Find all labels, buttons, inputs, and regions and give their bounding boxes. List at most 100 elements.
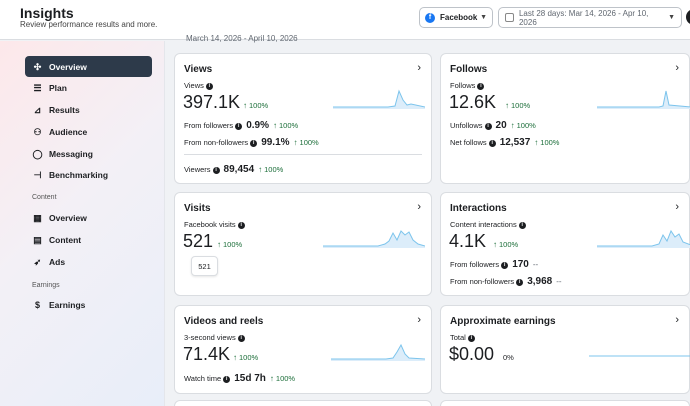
sidebar-item-results[interactable]: ⊿ Results [25,99,152,120]
metric-change: 0% [503,353,514,362]
visits-card[interactable]: Visits › Facebook visits i 521 ↑ 100% 521 [174,192,432,296]
metric-label: Total i [450,333,475,342]
sidebar-item-benchmarking[interactable]: ⊣ Benchmarking [25,164,152,185]
arrow-up-icon: ↑ [505,101,509,110]
platform-select[interactable]: f Facebook ▼ [419,7,493,28]
info-icon[interactable]: i [205,83,213,90]
card-title: Views [184,64,213,75]
info-icon[interactable]: i [516,279,524,286]
sidebar-item-content-overview[interactable]: ▦ Overview [25,207,152,228]
arrow-up-icon: ↑ [243,101,247,110]
date-range-select[interactable]: Last 28 days: Mar 14, 2026 - Apr 10, 202… [498,7,682,28]
sidebar-item-overview[interactable]: ✣ Overview [25,56,152,77]
benchmarking-icon: ⊣ [33,169,42,180]
card-title: Videos and reels [184,316,264,327]
list-icon: ☰ [33,82,42,93]
info-icon[interactable]: i [212,167,220,174]
metric-value: 521 [183,231,214,251]
metric-label: Content interactions i [450,220,526,229]
views-sparkline [333,89,425,109]
audience-icon: ⚇ [33,126,42,137]
results-icon: ⊿ [33,104,42,115]
info-icon[interactable]: i [235,123,243,130]
info-icon[interactable]: i [237,222,245,229]
info-icon[interactable]: i [237,335,245,342]
top-header: Insights Review performance results and … [0,0,690,40]
arrow-up-icon: ↑ [510,121,515,130]
info-icon[interactable]: i [488,140,496,147]
next-card[interactable] [174,400,432,406]
followers-row: From followers i 170 -- [450,259,539,270]
info-icon[interactable]: i [477,83,485,90]
unfollows-row: Unfollows i 20 ↑ 100% [450,120,536,131]
info-icon[interactable]: i [518,222,526,229]
arrow-up-icon: ↑ [269,374,274,383]
sidebar-item-content[interactable]: ▤ Content [25,229,152,250]
sidebar-item-messaging[interactable]: ◯ Messaging [25,143,152,164]
chevron-right-icon[interactable]: › [417,62,421,74]
metric-value: 4.1K [449,231,487,251]
sidebar-item-ads[interactable]: ➶ Ads [25,251,152,272]
interactions-card[interactable]: Interactions › Content interactions i 4.1… [440,192,690,296]
chevron-right-icon[interactable]: › [675,314,679,326]
sidebar-item-earnings[interactable]: $ Earnings [25,294,152,315]
card-title: Approximate earnings [450,316,556,327]
info-icon[interactable]: i [250,140,258,147]
net-follows-row: Net follows i 12,537 ↑ 100% [450,137,560,148]
nonfollowers-row: From non-followers i 99.1% ↑ 100% [184,137,319,148]
arrow-up-icon: ↑ [493,240,497,249]
date-range-caption: March 14, 2026 - April 10, 2026 [186,34,298,43]
sidebar-item-label: Earnings [49,299,86,310]
info-icon[interactable]: i [484,123,492,130]
arrow-up-icon: ↑ [258,165,263,174]
arrow-up-icon: ↑ [293,138,298,147]
metric-value: 12.6K [449,92,497,112]
metric-change: ↑ 100% [233,353,259,362]
sidebar-item-label: Results [49,104,80,115]
chevron-right-icon[interactable]: › [675,201,679,213]
arrow-up-icon: ↑ [233,353,237,362]
messaging-icon: ◯ [32,148,43,159]
metric-change: ↑ 100% [505,101,531,110]
nonfollowers-row: From non-followers i 3,968 -- [450,276,562,287]
info-icon[interactable]: i [501,262,509,269]
avatar[interactable] [686,9,690,25]
page-title: Insights [20,5,74,21]
next-card[interactable] [440,400,690,406]
chevron-right-icon[interactable]: › [675,62,679,74]
info-icon[interactable]: i [223,376,231,383]
chevron-down-icon: ▼ [668,14,675,21]
sidebar-item-audience[interactable]: ⚇ Audience [25,121,152,142]
info-icon[interactable]: i [467,335,475,342]
sidebar-item-label: Plan [49,82,67,93]
visits-sparkline [323,230,425,248]
followers-row: From followers i 0.9% ↑ 100% [184,120,299,131]
sidebar-item-label: Content [49,234,82,245]
sidebar: ✣ Overview ☰ Plan ⊿ Results ⚇ Audience ◯… [0,41,165,406]
metric-value: 397.1K [183,92,241,112]
metric-change: ↑ 100% [217,240,243,249]
tooltip: 521 [191,256,218,276]
table-icon: ▤ [33,234,42,245]
sidebar-item-plan[interactable]: ☰ Plan [25,77,152,98]
metric-value: $0.00 [449,344,495,364]
overview-icon: ✣ [33,61,42,72]
follows-card[interactable]: Follows › Follows i 12.6K ↑ 100% Unfollows… [440,53,690,184]
views-card[interactable]: Views › Views i 397.1K ↑ 100% From followe… [174,53,432,184]
chevron-right-icon[interactable]: › [417,201,421,213]
content-section-label: Content [32,194,57,201]
page-subtitle: Review performance results and more. [20,20,158,29]
chevron-right-icon[interactable]: › [417,314,421,326]
calendar-icon [505,13,514,22]
metric-label: Views i [184,81,213,90]
interactions-sparkline [597,229,690,248]
sidebar-item-label: Benchmarking [49,169,109,180]
facebook-icon: f [425,12,435,23]
sidebar-item-label: Overview [49,212,87,223]
earnings-card[interactable]: Approximate earnings › Total i $0.00 0% [440,305,690,394]
divider [184,154,422,155]
watch-time-row: Watch time i 15d 7h ↑ 100% [184,373,296,384]
metric-change: ↑ 100% [243,101,269,110]
videos-card[interactable]: Videos and reels › 3-second views i 71.4K… [174,305,432,394]
arrow-up-icon: ↑ [217,240,221,249]
